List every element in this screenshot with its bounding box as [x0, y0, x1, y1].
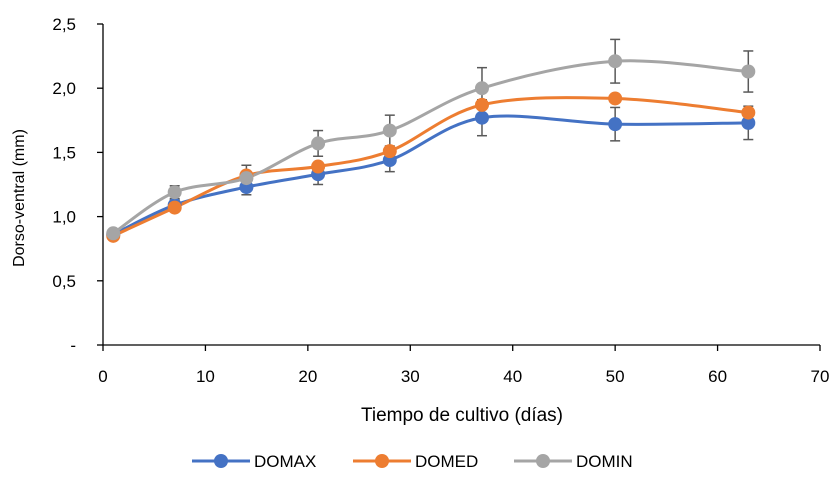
x-tick-label: 60: [708, 367, 727, 386]
data-point-domin: [311, 136, 326, 151]
x-axis-title: Tiempo de cultivo (días): [361, 405, 563, 426]
x-tick-label: 10: [196, 367, 215, 386]
y-tick-label: -: [70, 336, 76, 355]
data-point-domed: [608, 91, 623, 106]
y-axis-title: Dorso-ventral (mm): [11, 129, 28, 267]
x-tick-label: 40: [503, 367, 522, 386]
y-tick-label: 1,0: [52, 208, 76, 227]
legend-label-domed: DOMED: [415, 452, 478, 471]
data-point-domin: [106, 226, 121, 241]
series-markers: [106, 54, 756, 243]
x-tick-label: 0: [98, 367, 107, 386]
legend-marker-domax: [214, 454, 228, 468]
legend-marker-domed: [375, 454, 389, 468]
y-tick-label: 2,0: [52, 79, 76, 98]
data-point-domed: [311, 159, 326, 174]
legend-marker-domin: [536, 454, 550, 468]
y-tick-label: 0,5: [52, 272, 76, 291]
y-tick-label: 2,5: [52, 15, 76, 34]
legend-label-domax: DOMAX: [254, 452, 316, 471]
legend: DOMAX DOMED DOMIN: [192, 452, 633, 471]
data-point-domed: [382, 144, 397, 159]
data-point-domin: [741, 64, 756, 79]
data-point-domax: [474, 110, 489, 125]
legend-label-domin: DOMIN: [576, 452, 633, 471]
x-tick-label: 20: [298, 367, 317, 386]
series-line-domax: [111, 114, 750, 237]
data-point-domin: [474, 81, 489, 96]
x-tick-label: 50: [606, 367, 625, 386]
data-point-domin: [608, 54, 623, 69]
data-point-domed: [167, 200, 182, 215]
data-point-domin: [382, 123, 397, 138]
axes: - 0,5 1,0 1,5 2,0 2,5 0 10 20 30 40 50 60 70: [52, 15, 829, 386]
series-lines: [111, 59, 750, 238]
data-point-domin: [167, 185, 182, 200]
data-point-domed: [741, 105, 756, 120]
x-tick-label: 70: [811, 367, 830, 386]
data-point-domax: [741, 115, 756, 130]
x-tick-label: 30: [401, 367, 420, 386]
data-point-domed: [474, 97, 489, 112]
y-tick-label: 1,5: [52, 143, 76, 162]
data-point-domax: [608, 117, 623, 132]
series-line-domed: [111, 96, 750, 238]
series-line-domin: [111, 59, 750, 235]
data-point-domin: [239, 171, 254, 186]
